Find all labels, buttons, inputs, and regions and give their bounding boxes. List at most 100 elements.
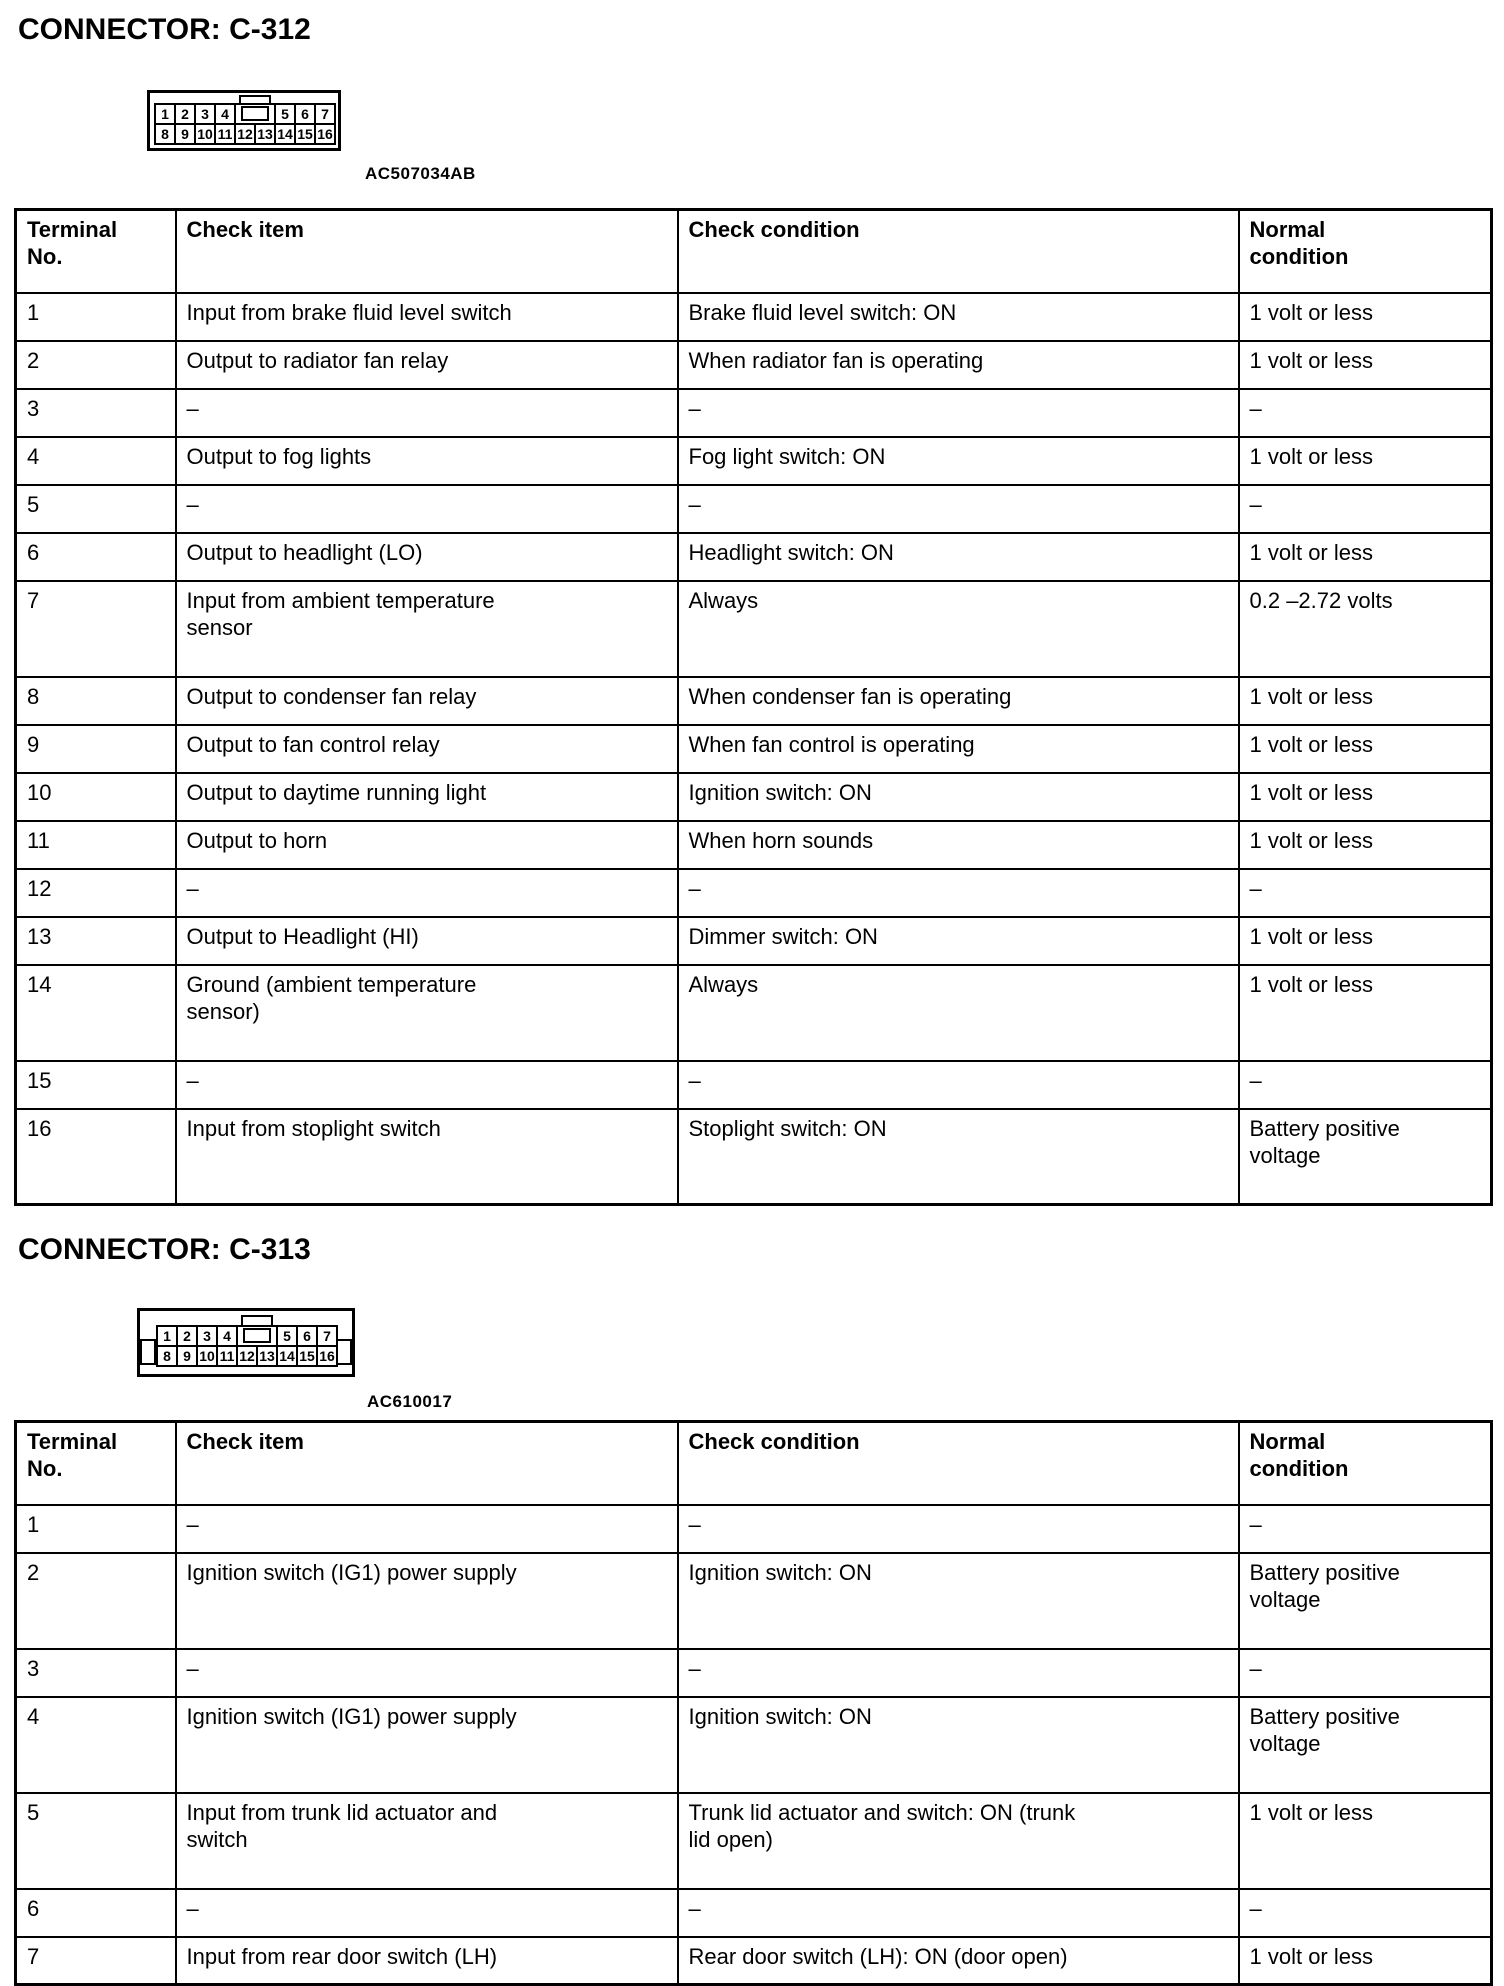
- pin-cell: 8: [156, 1345, 178, 1367]
- pin-cell: 4: [214, 103, 236, 125]
- cell-normal-condition: –: [1237, 387, 1493, 438]
- col-header-check-condition: Check condition: [676, 1420, 1240, 1506]
- cell-check-condition: Ignition switch: ON: [676, 1695, 1240, 1794]
- cell-normal-condition: 1 volt or less: [1237, 771, 1493, 822]
- cell-check-condition: Stoplight switch: ON: [676, 1107, 1240, 1206]
- cell-normal-condition: 1 volt or less: [1237, 531, 1493, 582]
- pin-cell: 16: [314, 123, 336, 145]
- col-header-check-item: Check item: [174, 208, 679, 294]
- pin-cell: 2: [174, 103, 196, 125]
- cell-normal-condition: –: [1237, 483, 1493, 534]
- cell-normal-condition: 1 volt or less: [1237, 1935, 1493, 1986]
- cell-normal-condition: 1 volt or less: [1237, 723, 1493, 774]
- cell-check-condition: When radiator fan is operating: [676, 339, 1240, 390]
- pin-cell: 12: [236, 1345, 258, 1367]
- pin-cell: 9: [176, 1345, 198, 1367]
- cell-terminal-no: 4: [14, 435, 177, 486]
- cell-terminal-no: 1: [14, 291, 177, 342]
- terminal-table-c312: Terminal No. Check item Check condition …: [14, 208, 1493, 1206]
- table-header-row: Terminal No. Check item Check condition …: [14, 1420, 1493, 1506]
- cell-check-condition: When horn sounds: [676, 819, 1240, 870]
- cell-check-item: –: [174, 867, 679, 918]
- figure-code-c312: AC507034AB: [365, 164, 476, 183]
- terminal-row: 4 Ignition switch (IG1) power supply Ign…: [14, 1695, 1493, 1794]
- cell-check-condition: –: [676, 867, 1240, 918]
- cell-check-item: Input from ambient temperature sensor: [174, 579, 679, 678]
- cell-normal-condition: –: [1237, 1059, 1493, 1110]
- terminal-row: 3 – – –: [14, 1647, 1493, 1698]
- cell-check-condition: When fan control is operating: [676, 723, 1240, 774]
- cell-terminal-no: 3: [14, 387, 177, 438]
- pin-cell: 11: [216, 1345, 238, 1367]
- cell-terminal-no: 14: [14, 963, 177, 1062]
- pin-row-bottom: 8 9 10 11 12 13 14 15 16: [156, 1345, 338, 1367]
- cell-check-item: Ground (ambient temperature sensor): [174, 963, 679, 1062]
- cell-normal-condition: 1 volt or less: [1237, 435, 1493, 486]
- keyway-slot: [243, 1328, 271, 1343]
- terminal-row: 3 – – –: [14, 387, 1493, 438]
- cell-normal-condition: 1 volt or less: [1237, 915, 1493, 966]
- terminal-row: 15 – – –: [14, 1059, 1493, 1110]
- pin-cell: 4: [216, 1325, 238, 1347]
- cell-check-condition: Trunk lid actuator and switch: ON (trunk…: [676, 1791, 1240, 1890]
- terminal-row: 5 Input from trunk lid actuator and swit…: [14, 1791, 1493, 1890]
- cell-check-item: –: [174, 483, 679, 534]
- cell-check-item: Output to headlight (LO): [174, 531, 679, 582]
- pin-cell: 6: [296, 1325, 318, 1347]
- cell-terminal-no: 7: [14, 579, 177, 678]
- pin-cell: 13: [254, 123, 276, 145]
- terminal-row: 7 Input from rear door switch (LH) Rear …: [14, 1935, 1493, 1986]
- cell-terminal-no: 7: [14, 1935, 177, 1986]
- pin-cell: 16: [316, 1345, 338, 1367]
- cell-terminal-no: 16: [14, 1107, 177, 1206]
- cell-check-condition: Rear door switch (LH): ON (door open): [676, 1935, 1240, 1986]
- cell-terminal-no: 1: [14, 1503, 177, 1554]
- figure-code-c313: AC610017: [367, 1392, 453, 1411]
- connector-side-stub-right: [336, 1339, 352, 1365]
- cell-terminal-no: 3: [14, 1647, 177, 1698]
- terminal-row: 10 Output to daytime running light Ignit…: [14, 771, 1493, 822]
- terminal-row: 9 Output to fan control relay When fan c…: [14, 723, 1493, 774]
- cell-check-condition: Ignition switch: ON: [676, 771, 1240, 822]
- cell-check-item: Input from trunk lid actuator and switch: [174, 1791, 679, 1890]
- terminal-row: 1 Input from brake fluid level switch Br…: [14, 291, 1493, 342]
- cell-normal-condition: 0.2 –2.72 volts: [1237, 579, 1493, 678]
- cell-check-item: Output to horn: [174, 819, 679, 870]
- cell-check-condition: Headlight switch: ON: [676, 531, 1240, 582]
- pin-cell: 14: [276, 1345, 298, 1367]
- page-title-c312: CONNECTOR: C-312: [18, 13, 311, 46]
- cell-check-condition: Always: [676, 579, 1240, 678]
- cell-check-condition: –: [676, 1503, 1240, 1554]
- cell-terminal-no: 4: [14, 1695, 177, 1794]
- cell-normal-condition: 1 volt or less: [1237, 339, 1493, 390]
- pin-cell: 15: [294, 123, 316, 145]
- table-header-row: Terminal No. Check item Check condition …: [14, 208, 1493, 294]
- connector-side-stub-left: [140, 1339, 156, 1365]
- terminal-row: 2 Output to radiator fan relay When radi…: [14, 339, 1493, 390]
- connector-keyway: [234, 95, 276, 125]
- connector-lock-tab: [241, 1315, 273, 1327]
- cell-check-condition: –: [676, 1887, 1240, 1938]
- terminal-row: 8 Output to condenser fan relay When con…: [14, 675, 1493, 726]
- pin-cell: 3: [194, 103, 216, 125]
- terminal-row: 16 Input from stoplight switch Stoplight…: [14, 1107, 1493, 1206]
- cell-check-condition: –: [676, 1059, 1240, 1110]
- pin-row-bottom: 8 9 10 11 12 13 14 15 16: [154, 123, 336, 145]
- pin-cell: 10: [196, 1345, 218, 1367]
- cell-check-item: Ignition switch (IG1) power supply: [174, 1695, 679, 1794]
- cell-check-condition: Dimmer switch: ON: [676, 915, 1240, 966]
- cell-check-item: Output to condenser fan relay: [174, 675, 679, 726]
- terminal-row: 2 Ignition switch (IG1) power supply Ign…: [14, 1551, 1493, 1650]
- col-header-check-item: Check item: [174, 1420, 679, 1506]
- pin-cell: 3: [196, 1325, 218, 1347]
- cell-terminal-no: 9: [14, 723, 177, 774]
- cell-terminal-no: 6: [14, 1887, 177, 1938]
- col-header-normal-condition: Normal condition: [1237, 208, 1493, 294]
- cell-normal-condition: 1 volt or less: [1237, 675, 1493, 726]
- cell-check-condition: –: [676, 387, 1240, 438]
- cell-check-item: –: [174, 1647, 679, 1698]
